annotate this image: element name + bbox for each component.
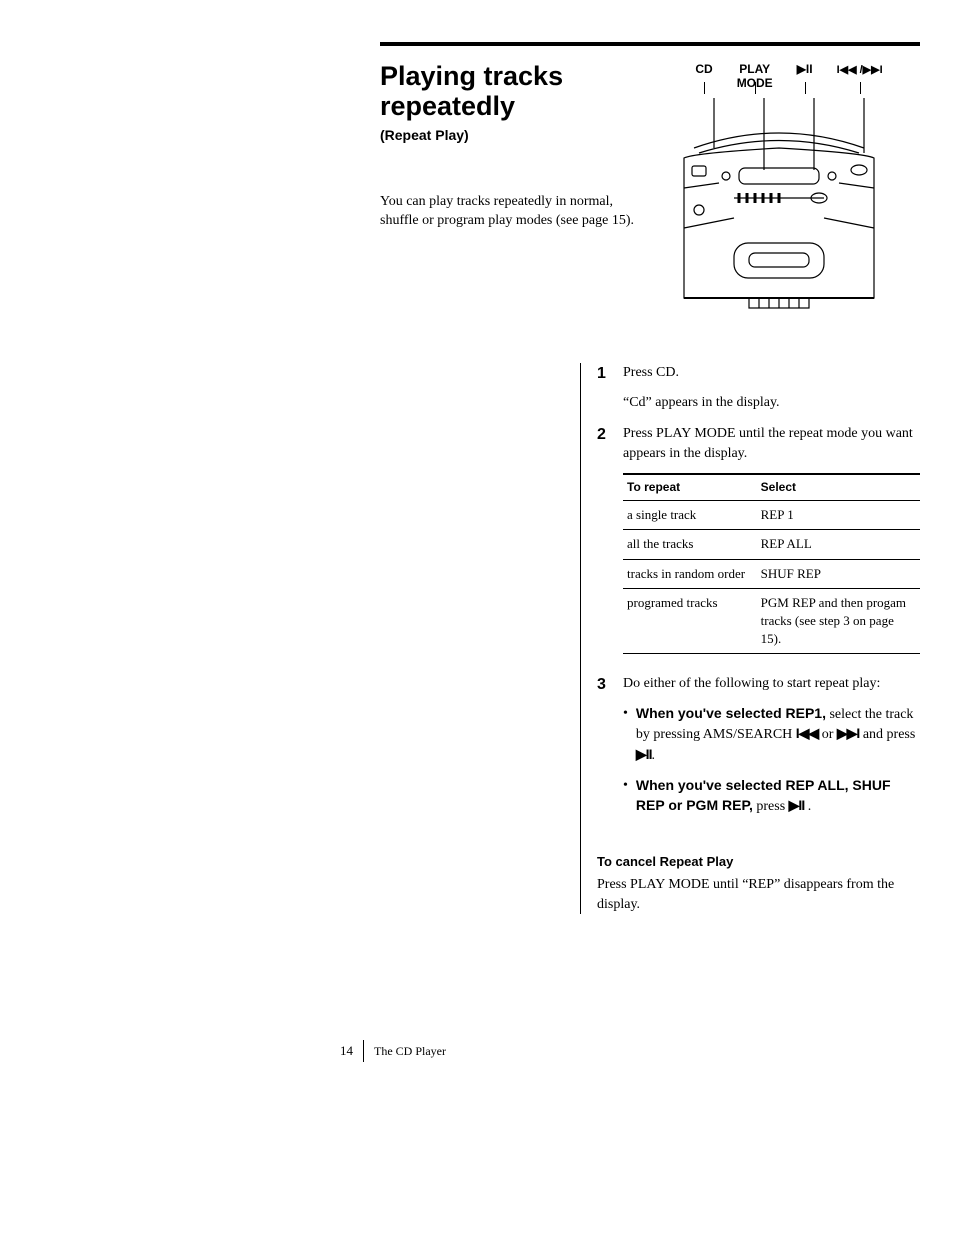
- step-1: 1 Press CD. “Cd” appears in the display.: [597, 363, 920, 412]
- step-1-sub: “Cd” appears in the display.: [623, 393, 920, 413]
- next-icon: ▶▶I: [837, 725, 859, 741]
- repeat-modes-table: To repeat Select a single track REP 1 al…: [623, 473, 920, 654]
- step-3: 3 Do either of the following to start re…: [597, 674, 920, 817]
- page-title: Playing tracks repeatedly: [380, 62, 640, 121]
- step-3-text: Do either of the following to start repe…: [623, 676, 880, 691]
- leader-line: [860, 82, 861, 94]
- table-row: a single track REP 1: [623, 501, 920, 530]
- cell-to-repeat: programed tracks: [623, 588, 757, 654]
- play-pause-icon: ▶II: [636, 746, 652, 762]
- label-prev-next-icon: I◀◀ /▶▶I: [837, 62, 883, 98]
- step-3-bullets: • When you've selected REP1, select the …: [623, 704, 920, 817]
- prev-next-icon: I◀◀ /▶▶I: [837, 64, 883, 76]
- cell-select: REP ALL: [757, 530, 920, 559]
- step-1-text: Press CD.: [623, 365, 679, 380]
- leader-line: [755, 82, 756, 94]
- play-pause-icon: ▶II: [789, 797, 805, 813]
- bullet-rep1-mid: or: [818, 727, 837, 742]
- bullet-repall-end: .: [804, 799, 811, 814]
- cell-select: REP 1: [757, 501, 920, 530]
- cell-to-repeat: tracks in random order: [623, 559, 757, 588]
- bullet-rep1-bold: When you've selected REP1,: [636, 705, 826, 721]
- bullet-rep1: • When you've selected REP1, select the …: [623, 704, 920, 766]
- title-block: Playing tracks repeatedly (Repeat Play) …: [380, 62, 640, 231]
- top-rule: [380, 42, 920, 46]
- step-2: 2 Press PLAY MODE until the repeat mode …: [597, 424, 920, 654]
- bullet-rep1-period: .: [651, 748, 655, 763]
- cancel-title: To cancel Repeat Play: [597, 853, 920, 871]
- cell-to-repeat: all the tracks: [623, 530, 757, 559]
- footer-divider: [363, 1040, 364, 1062]
- table-header-select: Select: [757, 474, 920, 500]
- leader-line: [805, 82, 806, 94]
- label-play-mode-l1: PLAY: [739, 62, 770, 76]
- table-row: tracks in random order SHUF REP: [623, 559, 920, 588]
- title-line-2: repeatedly: [380, 91, 515, 121]
- step-body: Press PLAY MODE until the repeat mode yo…: [623, 424, 920, 654]
- cancel-body: Press PLAY MODE until “REP” disappears f…: [597, 875, 920, 914]
- intro-paragraph: You can play tracks repeatedly in normal…: [380, 193, 640, 231]
- prev-icon: I◀◀: [796, 725, 818, 741]
- step-body: Press CD. “Cd” appears in the display.: [623, 363, 920, 412]
- play-pause-icon: ▶II: [797, 62, 813, 76]
- label-cd-text: CD: [695, 62, 712, 76]
- step-number: 2: [597, 424, 613, 654]
- control-labels: CD PLAY MODE ▶II I◀◀ /▶▶I: [664, 62, 914, 98]
- page-footer: 14 The CD Player: [340, 1040, 446, 1062]
- table-row: programed tracks PGM REP and then progam…: [623, 588, 920, 654]
- bullet-repall-rest: press: [753, 799, 789, 814]
- label-play-mode: PLAY MODE: [737, 62, 773, 98]
- cancel-block: To cancel Repeat Play Press PLAY MODE un…: [597, 853, 920, 914]
- table-row: all the tracks REP ALL: [623, 530, 920, 559]
- title-line-1: Playing tracks: [380, 61, 563, 91]
- page-number: 14: [340, 1043, 353, 1059]
- leader-line: [704, 82, 705, 94]
- cell-select: SHUF REP: [757, 559, 920, 588]
- bullet-dot: •: [623, 776, 628, 817]
- step-number: 3: [597, 674, 613, 817]
- device-diagram: CD PLAY MODE ▶II I◀◀ /▶▶I: [664, 62, 914, 333]
- step-2-text: Press PLAY MODE until the repeat mode yo…: [623, 426, 913, 461]
- step-number: 1: [597, 363, 613, 412]
- step-body: Do either of the following to start repe…: [623, 674, 920, 817]
- bullet-rep1-end: and press: [859, 727, 915, 742]
- footer-section: The CD Player: [374, 1044, 446, 1059]
- table-header-repeat: To repeat: [623, 474, 757, 500]
- bullet-dot: •: [623, 704, 628, 766]
- boombox-illustration: [664, 98, 894, 328]
- bullet-content: When you've selected REP ALL, SHUF REP o…: [636, 776, 920, 817]
- page-content: Playing tracks repeatedly (Repeat Play) …: [380, 42, 920, 914]
- label-play-pause-icon: ▶II: [797, 62, 813, 98]
- subtitle: (Repeat Play): [380, 127, 640, 143]
- cell-to-repeat: a single track: [623, 501, 757, 530]
- steps-column: 1 Press CD. “Cd” appears in the display.…: [580, 363, 920, 914]
- cell-select: PGM REP and then progam tracks (see step…: [757, 588, 920, 654]
- bullet-content: When you've selected REP1, select the tr…: [636, 704, 920, 766]
- bullet-rep-all: • When you've selected REP ALL, SHUF REP…: [623, 776, 920, 817]
- label-cd: CD: [695, 62, 712, 98]
- header-row: Playing tracks repeatedly (Repeat Play) …: [380, 62, 920, 333]
